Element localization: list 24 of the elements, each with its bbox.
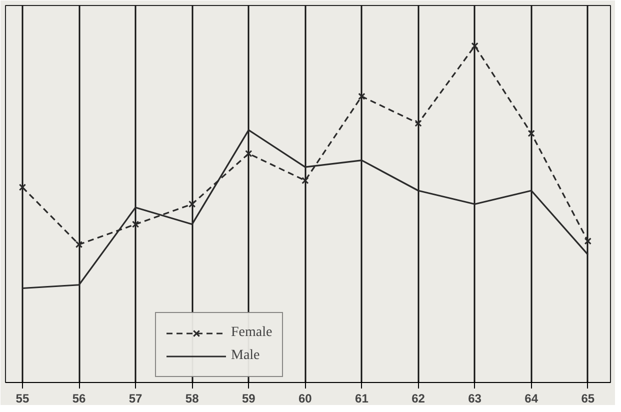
x-tick-label: 64 [524,392,538,406]
point [245,150,252,158]
x-tick-label: 62 [412,392,426,406]
point [75,240,83,248]
x-tick-label: 56 [72,392,86,406]
point [471,42,478,50]
x-tick-label: 59 [242,392,256,406]
point [132,220,140,228]
legend-label: Female [231,325,272,341]
x-tick-label: 58 [185,392,200,406]
x-tick-label: 65 [581,392,595,406]
point [18,184,26,191]
point [302,176,309,184]
x-tick-label: 63 [468,392,482,406]
x-tick-label: 61 [355,392,369,406]
point [584,238,592,245]
point [528,130,535,137]
x-tick-label: 60 [298,392,312,406]
point [188,200,196,208]
point [414,120,422,127]
x-tick-label: 55 [16,392,30,406]
legend-label: Male [231,348,260,364]
x-tick-label: 57 [128,392,143,406]
point [358,92,366,100]
